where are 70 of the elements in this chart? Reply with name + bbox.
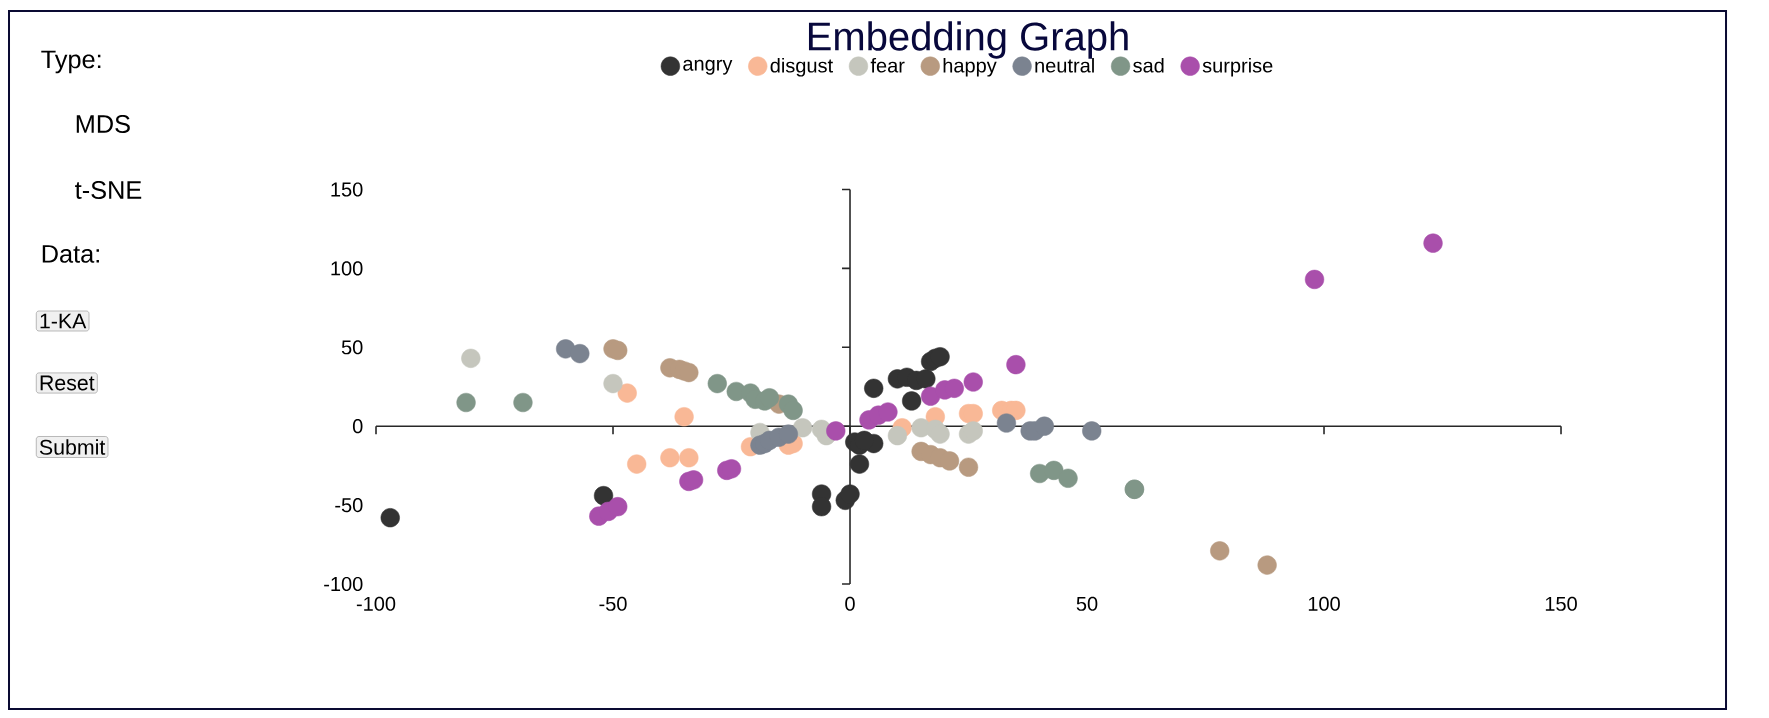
point — [939, 451, 960, 471]
point — [930, 347, 950, 367]
point — [1034, 416, 1054, 436]
legend-label: happy — [943, 57, 997, 77]
x-tick-label: 150 — [1545, 596, 1577, 611]
point — [603, 373, 623, 394]
text: t-SNE — [75, 181, 142, 199]
legend-label: disgust — [770, 57, 833, 77]
x-tick-label: -50 — [599, 596, 627, 611]
legend-label: neutral — [1035, 57, 1094, 73]
x-tick-label: 50 — [1076, 596, 1098, 611]
point — [707, 373, 727, 394]
y-tick-label: -50 — [335, 498, 363, 513]
point — [878, 402, 898, 422]
y-tick-label: 50 — [341, 340, 363, 355]
point — [916, 369, 936, 389]
x-tick-label: 0 — [845, 596, 855, 611]
point — [1082, 421, 1102, 441]
point — [1044, 460, 1064, 480]
chart-title: Embedding Graph — [808, 21, 1128, 59]
point — [778, 424, 798, 444]
y-tick-label: 0 — [352, 419, 363, 434]
text: Reset — [40, 375, 95, 391]
point — [887, 426, 908, 446]
point — [963, 421, 983, 441]
point — [674, 407, 694, 427]
point — [1058, 468, 1078, 488]
point — [811, 497, 832, 517]
text: Data: — [42, 245, 99, 263]
y-tick-label: 150 — [331, 182, 363, 197]
point — [826, 421, 846, 441]
point — [513, 392, 533, 413]
point — [1423, 233, 1443, 253]
point — [456, 392, 476, 413]
point — [1006, 355, 1026, 375]
point — [1257, 555, 1277, 575]
point — [920, 386, 941, 406]
point — [461, 348, 481, 368]
legend-label: sad — [1133, 57, 1164, 73]
point — [902, 391, 922, 411]
y-tick-label: -100 — [324, 576, 363, 592]
point — [1304, 269, 1325, 290]
legend-label: angry — [683, 59, 733, 75]
text: Type: — [41, 50, 101, 74]
y-tick-label: 100 — [331, 261, 363, 276]
text: Submit — [39, 439, 106, 455]
point — [570, 344, 590, 364]
point — [840, 484, 860, 504]
point — [608, 497, 628, 517]
point — [996, 413, 1017, 433]
point — [958, 457, 979, 477]
text: MDS — [76, 115, 130, 133]
legend-label: fear — [870, 57, 905, 73]
x-tick-label: -100 — [356, 596, 396, 611]
point — [1210, 541, 1230, 561]
point — [593, 486, 614, 506]
point — [849, 454, 870, 474]
point — [660, 448, 680, 468]
point — [963, 372, 983, 392]
point — [864, 378, 884, 398]
text: 1-KA — [40, 313, 87, 329]
legend-label: surprise — [1202, 57, 1273, 77]
point — [380, 508, 400, 528]
point — [679, 448, 699, 468]
point — [759, 388, 780, 408]
point — [617, 383, 637, 403]
point — [930, 424, 950, 444]
x-tick-label: 100 — [1308, 596, 1340, 611]
point — [627, 454, 647, 474]
point — [783, 400, 803, 421]
